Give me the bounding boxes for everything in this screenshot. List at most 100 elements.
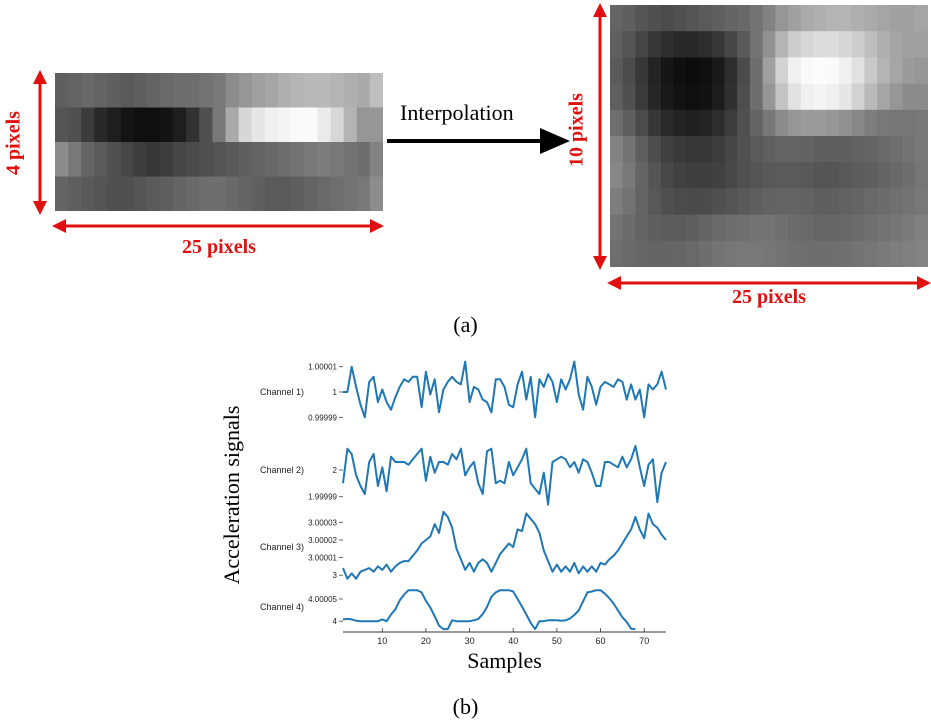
pixel-cell [762,109,776,137]
series-name: Channel 3) [260,542,304,552]
pixel-cell [699,109,713,137]
pixel-cell [775,188,789,216]
pixel-cell [146,176,161,211]
pixel-cell [864,83,878,111]
pixel-cell [877,240,891,267]
pixel-cell [622,57,637,85]
pixel-cell [610,240,624,267]
pixel-cell [851,109,865,137]
pixel-cell [660,240,675,267]
pixel-cell [660,214,675,242]
pixel-cell [889,188,904,216]
pixel-cell [264,107,279,143]
pixel-cell [826,31,840,58]
pixel-cell [711,136,726,163]
pixel-cell [94,176,109,211]
pixel-cell [813,240,827,267]
pixel-cell [737,136,751,163]
pixel-cell [291,142,305,178]
pixel-cell [902,214,916,242]
pixel-cell [291,73,305,109]
channel-1-group: Channel 1) 1.00001 1 0.99999 [260,360,667,422]
pixel-cell [173,107,187,143]
pixel-cell [711,83,726,111]
pixel-cell [775,57,789,85]
pixel-cell [800,57,815,85]
pixel-cell [212,176,227,211]
pixel-cell [173,73,187,109]
pixel-cell [877,83,891,111]
pixel-cell [864,5,878,32]
series-name: Channel 1) [260,387,304,397]
pixel-cell [902,109,916,137]
pixel-cell [81,142,95,178]
arrow-head-right [540,128,570,154]
pixel-cell [610,109,624,137]
pixel-cell [686,214,700,242]
pixel-cell [711,162,726,189]
y-tick-label: 1.00001 [308,363,337,372]
pixel-cell [788,5,802,32]
series-line [342,445,667,506]
pixel-cell [889,31,904,58]
pixel-cell [120,176,135,211]
pixel-cell [699,162,713,189]
pixel-cell [851,136,865,163]
pixel-cell [673,188,687,216]
x-axis-title: Samples [467,648,542,673]
channel-2-group: Channel 2) 2 1.99999 [260,445,667,506]
pixel-cell [635,5,649,32]
pixel-cell [915,136,928,163]
left-height-arrow [33,70,47,215]
pixel-cell [889,109,904,137]
pixel-cell [238,176,253,211]
pixel-cell [851,5,865,32]
pixel-cell [278,142,292,178]
pixel-cell [788,214,802,242]
pixel-cell [225,73,240,109]
pixel-cell [225,107,240,143]
left-width-label: 25 pixels [182,236,256,258]
pixel-cell [610,5,624,32]
y-axis-title: Acceleration signals [219,405,244,585]
x-tick-label: 50 [552,636,562,646]
pixel-cell [610,162,624,189]
pixel-cell [788,83,802,111]
pixel-cell [788,136,802,163]
pixel-cell [356,107,371,143]
pixel-cell [635,109,649,137]
pixel-cell [186,142,200,178]
arrow-head-right [370,219,384,233]
pixel-cell [915,31,928,58]
pixel-cell [251,142,266,178]
pixel-cell [902,136,916,163]
pixel-cell [330,73,345,109]
pixel-cell [81,176,95,211]
pixel-cell [800,240,815,267]
pixel-cell [800,188,815,216]
pixel-cell [622,188,637,216]
pixel-cell [199,73,214,109]
pixel-cell [133,142,148,178]
pixel-cell [864,136,878,163]
pixel-cell [622,5,637,32]
pixel-cell [81,73,95,109]
pixel-cell [877,5,891,32]
pixel-cell [851,83,865,111]
pixel-cell [660,162,675,189]
pixel-cell [813,214,827,242]
pixel-cell [212,142,227,178]
pixel-cell [94,73,109,109]
pixel-cell [660,188,675,216]
pixel-cell [330,107,345,143]
pixel-cell [610,188,624,216]
series-line [342,589,636,631]
pixel-cell [915,240,928,267]
pixel-cell [610,136,624,163]
y-tick-label: 3.00003 [308,518,337,527]
left-height-label: 4 pixels [2,110,25,175]
pixel-cell [724,214,738,242]
pixel-cell [838,240,853,267]
pixel-cell [212,107,227,143]
pixel-cell [635,162,649,189]
